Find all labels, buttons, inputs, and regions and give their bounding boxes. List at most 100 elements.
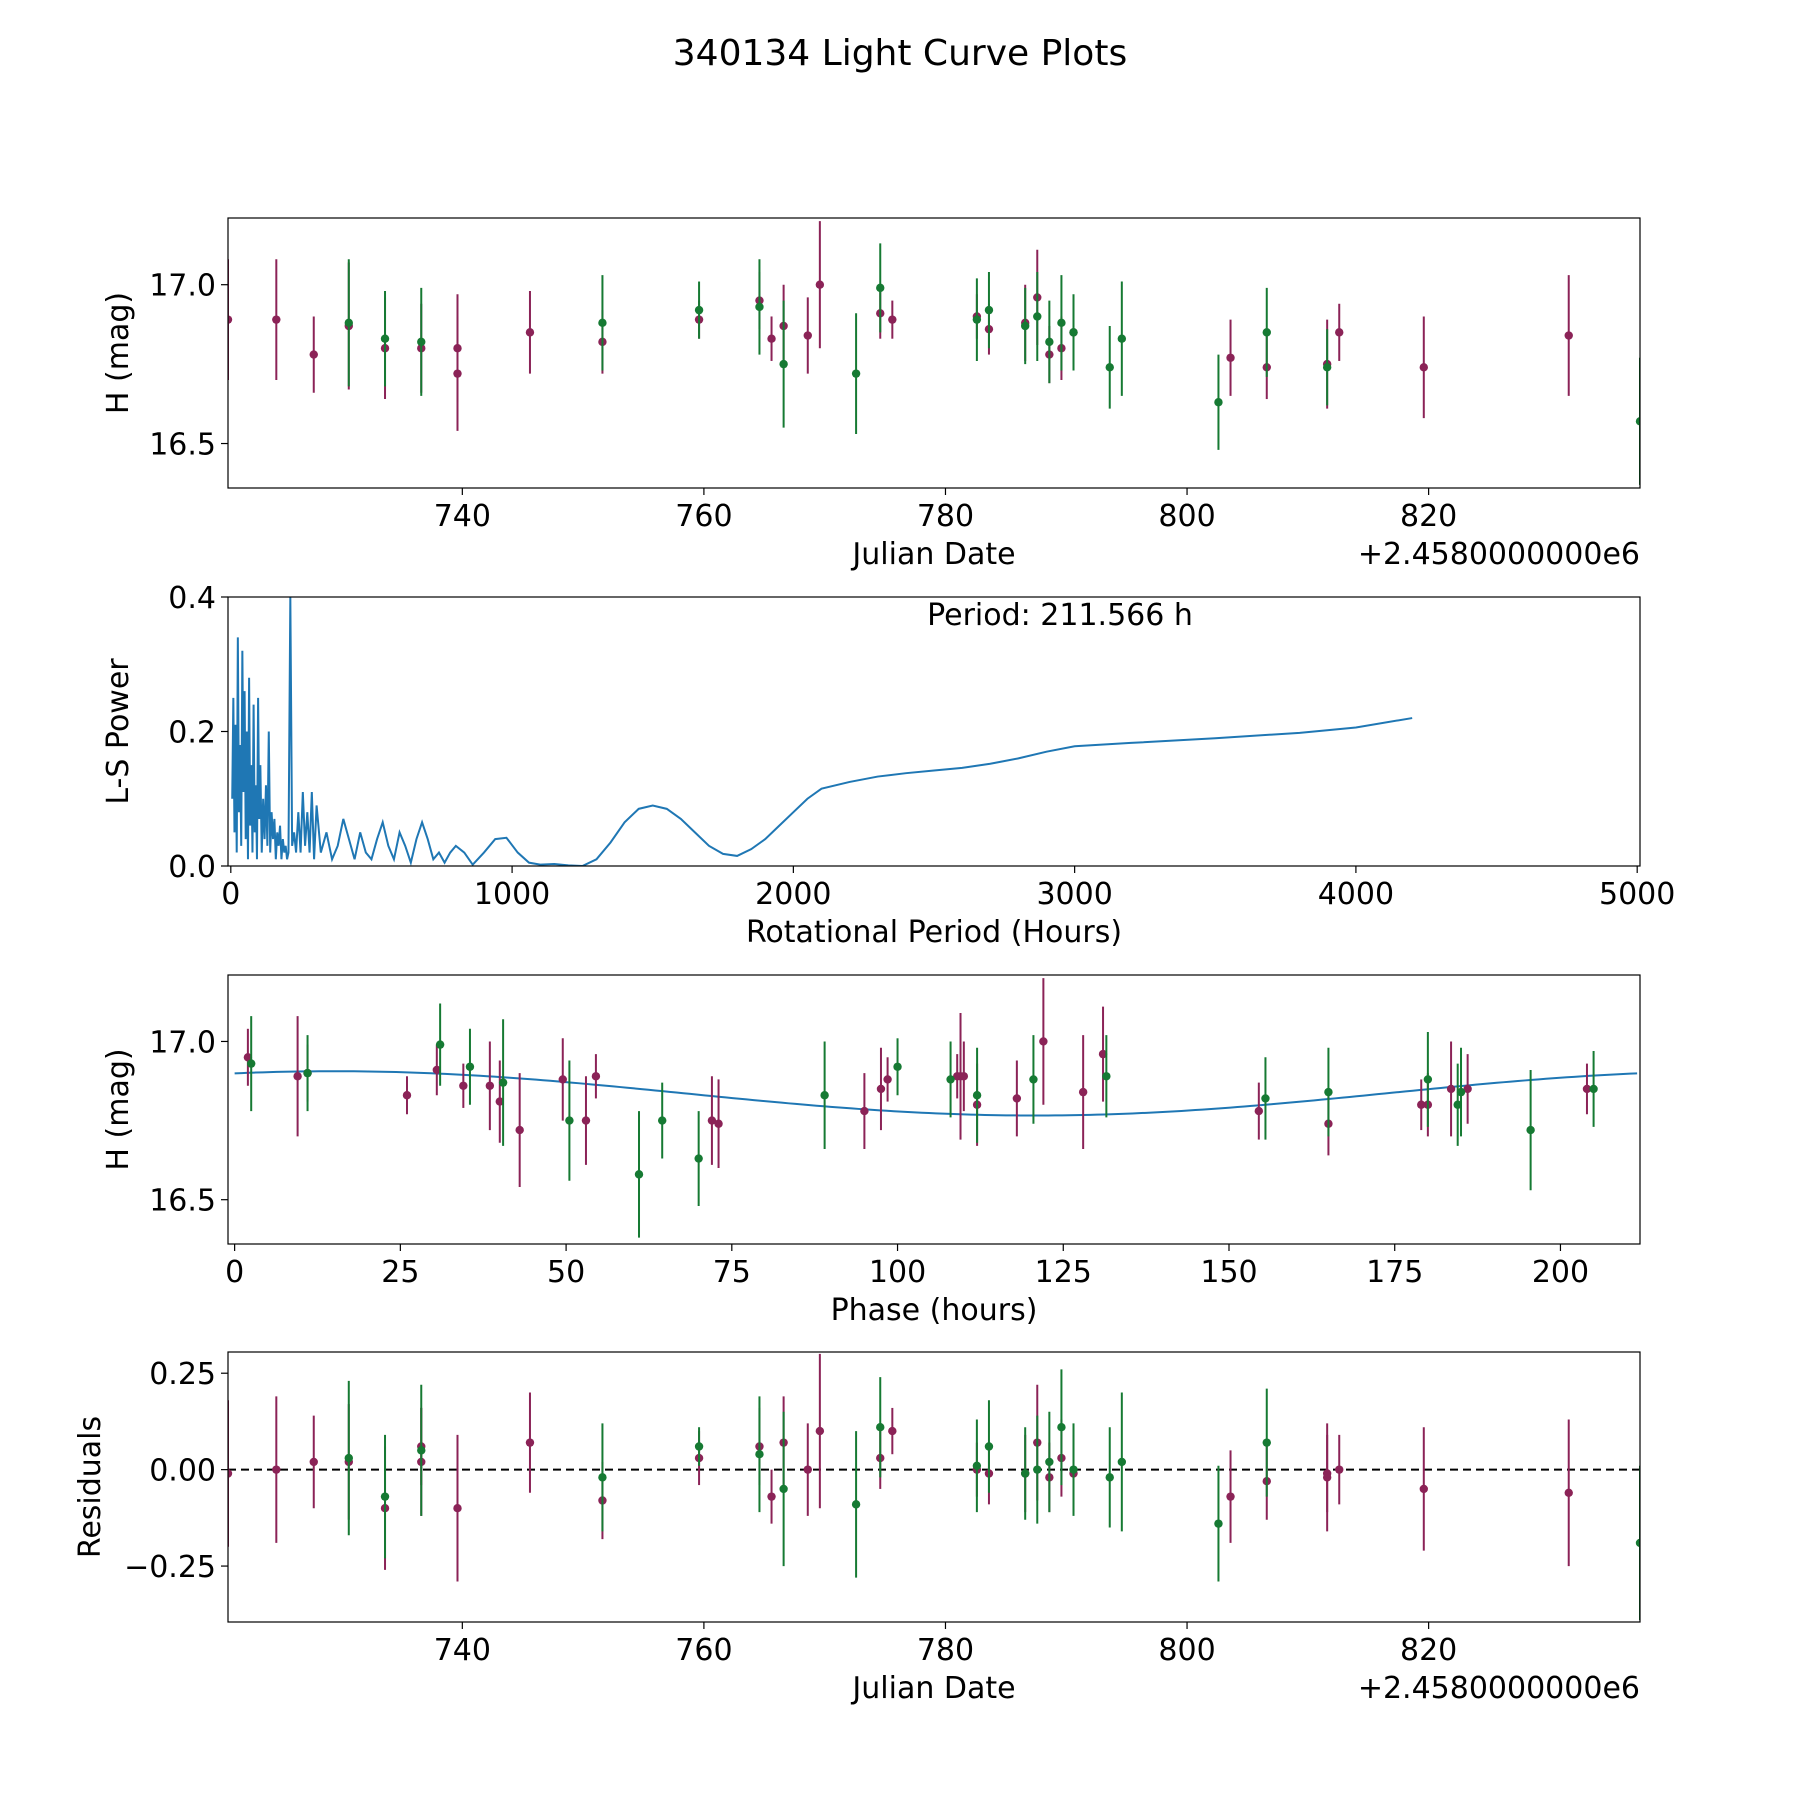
data-point [485,1081,495,1090]
data-point [1446,1084,1456,1094]
data-point [459,1081,468,1090]
y-tick-label: 0.0 [168,850,216,885]
data-point [453,369,462,378]
axes-frame [227,596,1641,867]
x-tick-label: 100 [869,1255,926,1290]
x-tick-label: 25 [381,1255,419,1290]
data-point [820,1091,829,1100]
data-point [272,1465,281,1474]
data-point [1262,328,1271,337]
figure-title: 340134 Light Curve Plots [673,33,1127,74]
x-tick-label: 2000 [755,877,831,912]
data-point [380,334,390,343]
x-axis-label: Julian Date [850,1671,1015,1706]
data-point [1117,334,1127,343]
data-point [1033,312,1042,321]
y-tick-label: 17.0 [149,269,216,304]
data-point [1039,1037,1048,1046]
data-point [1526,1125,1535,1135]
data-point [1261,1094,1270,1103]
data-point [1069,1465,1078,1474]
data-point [465,1062,475,1071]
y-tick-label: 0.00 [149,1454,216,1489]
data-point [1254,1106,1264,1116]
data-point [1045,337,1054,347]
x-tick-label: 760 [675,1633,732,1668]
x-axis-label: Julian Date [850,537,1015,572]
data-point [1589,1084,1598,1094]
period-annotation: Period: 211.566 h [927,598,1193,633]
data-point [525,1438,535,1447]
y-axis-label: Residuals [73,1416,108,1558]
data-point [1322,1469,1332,1478]
x-tick-label: 760 [675,499,732,534]
data-point [417,1446,426,1455]
data-point [972,1091,982,1100]
x-tick-label: 175 [1366,1255,1423,1290]
y-tick-label: 0.4 [168,581,216,616]
data-point [694,305,704,315]
data-point [344,318,353,328]
data-point [1463,1084,1472,1094]
data-point [767,334,776,343]
data-point [402,1091,412,1100]
data-point [1012,1094,1022,1103]
panel-light-curve: 740 760 780 800 820 16.5 17.0 Julian Date H (mag… [101,217,1641,572]
panel-phase-folded: 0 25 50 75 100 125 150 175 200 16.5 17.0 Phase (hou… [101,974,1641,1328]
x-tick-label: 75 [713,1255,751,1290]
data-point [876,1423,885,1432]
axes-frame [227,974,1641,1245]
x-tick-label: 0 [221,877,240,912]
x-tick-label: 1000 [474,877,550,912]
data-point [1033,1465,1042,1474]
data-point [1102,1072,1111,1081]
data-point [1564,1488,1573,1497]
y-tick-label: −0.25 [124,1550,216,1585]
data-point [1117,1457,1127,1467]
data-point [525,328,535,337]
x-axis-label: Phase (hours) [831,1293,1038,1328]
x-tick-label: 3000 [1036,877,1112,912]
data-point [1635,417,1640,426]
data-point [228,315,233,324]
data-point [1020,321,1030,331]
data-point [876,1084,886,1094]
data-point [1423,1075,1433,1084]
data-point [1322,363,1332,372]
x-tick-label: 780 [917,1633,974,1668]
x-tick-label: 125 [1035,1255,1092,1290]
model-fit-curve [234,1070,1638,1117]
axes-frame [227,1351,1641,1623]
data-point [755,1450,764,1459]
data-point [243,1053,253,1062]
data-point [984,1442,994,1451]
y-tick-label: 16.5 [149,428,216,463]
data-point [1020,1469,1030,1478]
data-point [1635,1538,1640,1548]
data-point [972,1461,982,1470]
data-point [1078,1087,1088,1097]
data-point [1564,331,1573,340]
data-point [1105,363,1114,372]
y-axis-label: L-S Power [101,658,136,805]
data-point [1262,1438,1271,1447]
data-point [1098,1049,1108,1059]
data-point [707,1116,717,1125]
plot-area [234,978,1638,1238]
data-point [851,369,861,378]
data-point [803,1465,812,1474]
data-point [851,1500,861,1509]
data-point [1453,1100,1462,1109]
data-point [658,1116,667,1125]
power-curve [231,597,1413,866]
data-point [565,1116,574,1125]
data-point [515,1125,524,1135]
data-point [755,302,764,312]
data-point [883,1075,892,1084]
data-point [293,1072,302,1081]
data-point [779,359,788,369]
data-point [694,1442,704,1451]
data-point [380,1492,390,1501]
data-point [767,1492,776,1501]
